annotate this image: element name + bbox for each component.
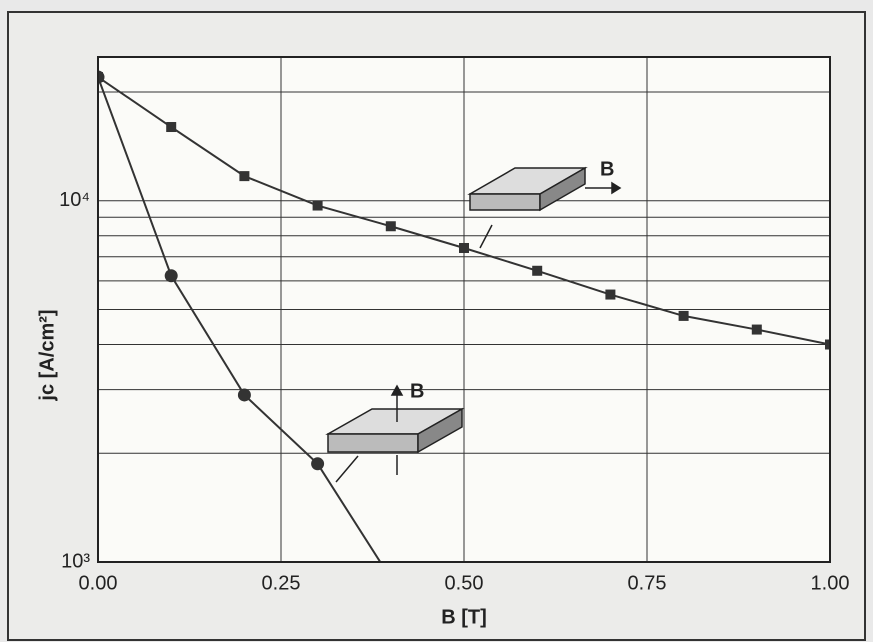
marker [239,171,249,181]
marker [311,457,324,470]
marker [238,388,251,401]
marker [752,325,762,335]
x-tick-label: 0.25 [262,572,301,594]
annotation: B [410,380,424,402]
marker [532,266,542,276]
marker [679,311,689,321]
x-tick-label: 0.00 [79,572,118,594]
y-tick-label: 10³ [61,550,90,572]
marker [165,269,178,282]
marker [459,243,469,253]
x-tick-label: 0.75 [628,572,667,594]
marker [605,290,615,300]
marker [166,122,176,132]
annotation: B [600,158,614,180]
y-axis-label: jc [A/cm²] [36,309,58,401]
marker [386,221,396,231]
x-tick-label: 0.50 [445,572,484,594]
marker [313,201,323,211]
x-tick-label: 1.00 [811,572,850,594]
y-tick-label: 10⁴ [59,189,90,211]
chart: B B B [T] jc [A/cm²] 0.00 0.25 0.50 0.75 1.0… [0,0,873,642]
x-axis-label: B [T] [441,606,487,628]
